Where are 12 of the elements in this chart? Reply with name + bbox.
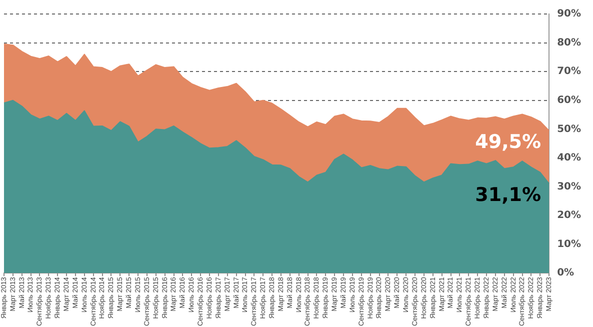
y-tick-label: 0% bbox=[557, 268, 574, 279]
y-tick-label: 10% bbox=[557, 238, 581, 250]
annotation: 31,1% bbox=[475, 184, 542, 206]
y-tick-label: 40% bbox=[557, 152, 581, 164]
y-tick-label: 80% bbox=[557, 37, 581, 48]
annotation: 49,5% bbox=[475, 131, 542, 154]
y-tick-label: 60% bbox=[557, 94, 581, 106]
y-tick-label: 50% bbox=[557, 124, 581, 135]
y-tick-label: 70% bbox=[557, 66, 581, 78]
y-tick-label: 90% bbox=[557, 8, 581, 20]
y-tick-label: 20% bbox=[557, 210, 581, 222]
y-tick-label: 30% bbox=[557, 181, 581, 192]
